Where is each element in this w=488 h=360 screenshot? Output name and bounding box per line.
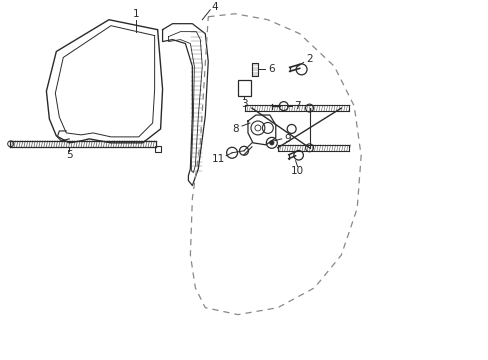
Text: 8: 8 <box>232 124 239 134</box>
Circle shape <box>269 141 273 145</box>
Text: 10: 10 <box>290 166 304 176</box>
Text: 5: 5 <box>66 150 72 160</box>
Text: 4: 4 <box>211 2 218 12</box>
Text: 1: 1 <box>132 9 139 19</box>
Text: 3: 3 <box>240 99 247 109</box>
Text: 7: 7 <box>294 101 300 111</box>
Text: 9: 9 <box>284 134 290 144</box>
Bar <box>154 146 160 152</box>
Text: 11: 11 <box>211 154 224 164</box>
Bar <box>238 80 250 96</box>
Text: 2: 2 <box>305 54 312 64</box>
Text: 6: 6 <box>268 64 275 75</box>
